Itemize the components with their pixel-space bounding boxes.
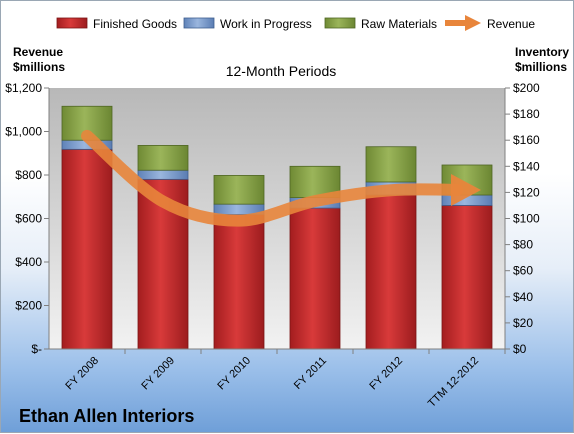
legend-label-finished-goods: Finished Goods <box>93 17 177 31</box>
bar-finished-goods-6 <box>441 205 493 350</box>
right-tick-label: $60 <box>513 264 533 278</box>
right-tick-label: $180 <box>513 107 540 121</box>
left-tick-label: $600 <box>15 212 42 226</box>
left-tick-label: $1,200 <box>5 81 42 95</box>
x-tick-label: FY 2009 <box>139 355 177 393</box>
left-tick-label: $800 <box>15 168 42 182</box>
x-tick-label: FY 2012 <box>367 355 405 393</box>
right-tick-label: $200 <box>513 81 540 95</box>
legend-arrow-revenue <box>465 15 481 31</box>
legend-swatch-work-in-progress <box>183 17 215 29</box>
bar-raw-materials-2 <box>137 145 189 171</box>
left-tick-label: $400 <box>15 255 42 269</box>
legend-label-revenue: Revenue <box>487 17 535 31</box>
bar-raw-materials-3 <box>213 175 265 205</box>
left-axis-title-line2: $millions <box>13 60 65 74</box>
right-tick-label: $160 <box>513 133 540 147</box>
revenue-layer <box>81 129 481 227</box>
left-tick-label: $1,000 <box>5 125 42 139</box>
right-tick-label: $120 <box>513 185 540 199</box>
right-tick-label: $80 <box>513 238 533 252</box>
revenue-line <box>81 129 463 227</box>
left-tick-label: $200 <box>15 299 42 313</box>
bar-finished-goods-3 <box>213 214 265 350</box>
bar-work-in-progress-2 <box>137 169 189 180</box>
legend-label-raw-materials: Raw Materials <box>361 17 437 31</box>
bar-finished-goods-5 <box>365 194 417 350</box>
right-axis-title-line1: Inventory <box>515 45 569 59</box>
left-tick-label: $- <box>31 342 42 356</box>
legend-swatch-raw-materials <box>324 17 356 29</box>
right-tick-label: $40 <box>513 290 533 304</box>
company-name: Ethan Allen Interiors <box>19 406 194 426</box>
legend-swatch-finished-goods <box>56 17 88 29</box>
x-tick-label: FY 2011 <box>292 355 329 392</box>
right-tick-label: $140 <box>513 159 540 173</box>
legend-label-work-in-progress: Work in Progress <box>220 17 312 31</box>
bar-raw-materials-5 <box>365 146 417 183</box>
bar-finished-goods-4 <box>289 207 341 350</box>
legend: Finished Goods Work in Progress Raw Mate… <box>56 15 535 31</box>
right-tick-label: $20 <box>513 316 533 330</box>
x-tick-label: FY 2010 <box>215 355 253 393</box>
chart-subtitle: 12-Month Periods <box>226 63 337 79</box>
right-axis-title-line2: $millions <box>515 60 567 74</box>
x-tick-label: FY 2008 <box>63 355 101 393</box>
right-tick-label: $0 <box>513 342 527 356</box>
right-tick-label: $100 <box>513 212 540 226</box>
bar-finished-goods-1 <box>61 148 113 350</box>
left-axis-title-line1: Revenue <box>13 45 63 59</box>
x-tick-label: TTM 12-2012 <box>426 355 481 410</box>
revenue-arrowhead <box>451 174 481 207</box>
